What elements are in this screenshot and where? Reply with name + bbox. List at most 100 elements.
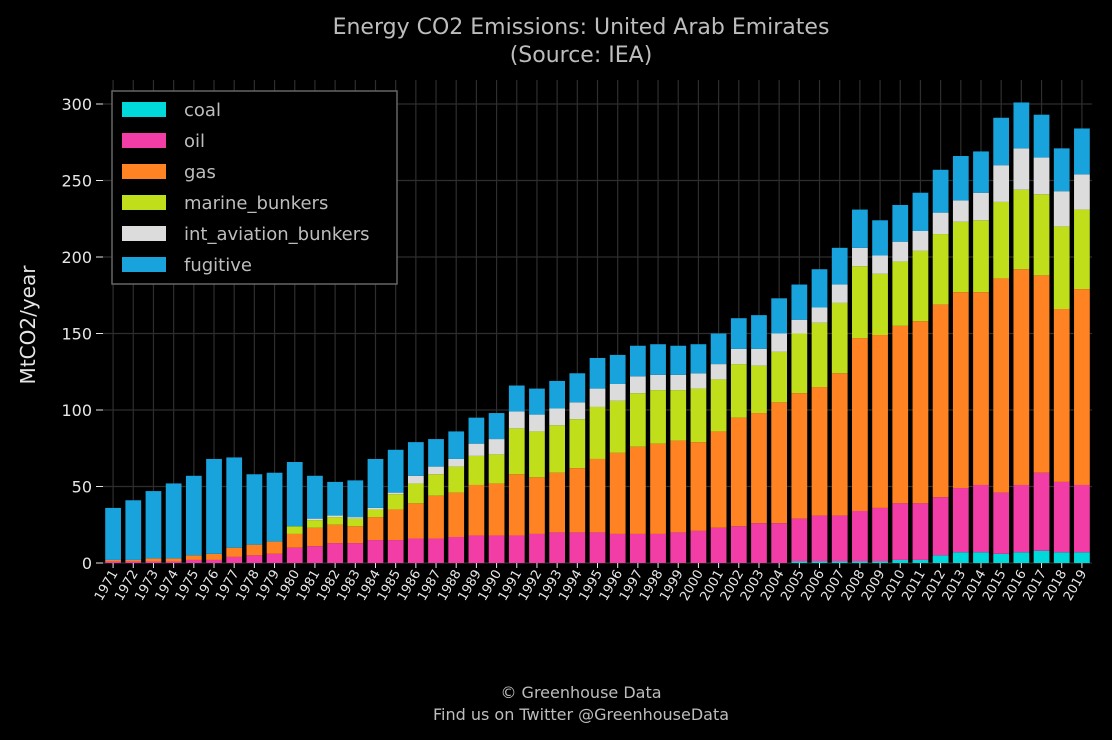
bar-marine_bunkers-2006 <box>811 322 828 388</box>
bar-gas-2000 <box>690 442 707 531</box>
bar-marine_bunkers-2000 <box>690 388 707 443</box>
bar-fugitive-1993 <box>549 380 566 409</box>
bar-int_aviation_bunkers-2004 <box>771 333 788 352</box>
bar-int_aviation_bunkers-2003 <box>751 348 767 366</box>
y-tick-label: 200 <box>61 248 92 267</box>
bar-int_aviation_bunkers-2014 <box>973 192 989 221</box>
bar-coal-2008 <box>852 561 868 563</box>
bar-gas-1998 <box>650 443 666 534</box>
bar-marine_bunkers-2003 <box>751 365 767 414</box>
bar-gas-2014 <box>973 292 989 485</box>
bar-oil-2011 <box>912 503 929 560</box>
bar-gas-2001 <box>710 431 727 528</box>
bar-gas-1977 <box>226 547 243 557</box>
bar-oil-2006 <box>811 515 828 562</box>
chart-title: Energy CO2 Emissions: United Arab Emirat… <box>333 15 830 40</box>
bar-int_aviation_bunkers-2019 <box>1074 174 1090 210</box>
bar-marine_bunkers-2010 <box>892 261 909 326</box>
bar-int_aviation_bunkers-1985 <box>387 492 404 495</box>
bar-fugitive-2018 <box>1053 148 1070 192</box>
bar-oil-1995 <box>589 532 606 563</box>
bar-coal-2018 <box>1053 552 1070 563</box>
bar-int_aviation_bunkers-2010 <box>892 241 909 262</box>
bar-marine_bunkers-1999 <box>670 390 687 441</box>
bar-gas-1976 <box>206 553 222 560</box>
bar-marine_bunkers-2014 <box>973 220 989 293</box>
bar-gas-1985 <box>387 509 404 541</box>
y-tick-label: 250 <box>61 172 92 191</box>
bar-fugitive-1975 <box>185 475 202 556</box>
bar-gas-1991 <box>508 474 525 536</box>
y-tick-label: 150 <box>61 325 92 344</box>
bar-oil-1996 <box>609 533 626 563</box>
bar-oil-1973 <box>145 561 162 563</box>
legend-label-fugitive: fugitive <box>184 255 252 276</box>
bar-fugitive-1992 <box>529 388 545 415</box>
bar-marine_bunkers-1981 <box>307 520 323 528</box>
bar-gas-2015 <box>993 278 1010 493</box>
bar-gas-1997 <box>629 446 646 534</box>
bar-fugitive-2011 <box>912 192 929 231</box>
bar-fugitive-1973 <box>145 491 162 559</box>
bar-marine_bunkers-1984 <box>367 509 384 518</box>
bar-oil-1998 <box>650 533 666 563</box>
bar-oil-2009 <box>872 507 888 562</box>
bar-gas-1984 <box>367 517 384 541</box>
bar-int_aviation_bunkers-2012 <box>932 212 949 235</box>
legend-box <box>111 90 398 285</box>
bar-oil-1990 <box>488 535 505 563</box>
bar-gas-1990 <box>488 483 505 536</box>
bar-fugitive-1989 <box>468 417 485 444</box>
bar-oil-1971 <box>105 561 121 563</box>
bar-gas-2004 <box>771 402 788 524</box>
bar-fugitive-1979 <box>266 472 283 542</box>
bar-coal-2011 <box>912 559 929 563</box>
bar-gas-1981 <box>307 527 323 547</box>
bar-oil-1980 <box>286 547 303 563</box>
bar-marine_bunkers-1992 <box>529 431 545 478</box>
legend: coal oil gas marine_bunkers int_aviation_bun… <box>111 90 398 285</box>
bar-oil-2004 <box>771 523 788 563</box>
bar-int_aviation_bunkers-2018 <box>1053 191 1070 227</box>
legend-swatch-marine_bunkers <box>122 195 166 210</box>
bar-int_aviation_bunkers-1995 <box>589 388 606 407</box>
bar-gas-1992 <box>529 477 545 534</box>
bar-oil-1988 <box>448 536 465 563</box>
bar-fugitive-2004 <box>771 298 788 334</box>
y-tick-label: 0 <box>82 554 92 573</box>
bar-int_aviation_bunkers-2002 <box>730 348 747 365</box>
bar-int_aviation_bunkers-1997 <box>629 376 646 394</box>
legend-label-coal: coal <box>184 100 221 121</box>
bar-fugitive-2009 <box>872 220 888 256</box>
bar-fugitive-2012 <box>932 169 949 213</box>
bar-marine_bunkers-1989 <box>468 455 485 485</box>
bar-int_aviation_bunkers-2001 <box>710 364 727 380</box>
bar-oil-1987 <box>428 538 444 563</box>
bar-coal-2010 <box>892 559 909 563</box>
bar-fugitive-1983 <box>347 480 364 518</box>
bar-gas-1973 <box>145 558 162 562</box>
bar-fugitive-2017 <box>1033 114 1050 158</box>
bar-marine_bunkers-2017 <box>1033 194 1050 276</box>
bar-int_aviation_bunkers-2005 <box>791 319 808 334</box>
bar-gas-1979 <box>266 541 283 554</box>
bar-gas-2012 <box>932 304 949 498</box>
bar-oil-1999 <box>670 532 687 563</box>
y-axis-label: MtCO2/year <box>16 265 40 385</box>
legend-label-int_aviation_bunkers: int_aviation_bunkers <box>184 224 370 245</box>
bar-marine_bunkers-1988 <box>448 466 465 493</box>
legend-swatch-fugitive <box>122 257 166 272</box>
bar-oil-2014 <box>973 484 989 553</box>
bar-fugitive-1982 <box>327 481 343 516</box>
bar-marine_bunkers-2009 <box>872 273 888 336</box>
y-tick-label: 50 <box>72 478 92 497</box>
bar-coal-2017 <box>1033 550 1050 563</box>
bar-int_aviation_bunkers-2008 <box>852 247 868 267</box>
bar-marine_bunkers-2012 <box>932 234 949 305</box>
credit-line-1: © Greenhouse Data <box>500 683 661 702</box>
bar-coal-2014 <box>973 552 989 563</box>
bar-fugitive-2003 <box>751 315 767 349</box>
bar-fugitive-2008 <box>852 209 868 248</box>
bar-oil-1975 <box>185 559 202 563</box>
bar-coal-2007 <box>831 561 848 563</box>
